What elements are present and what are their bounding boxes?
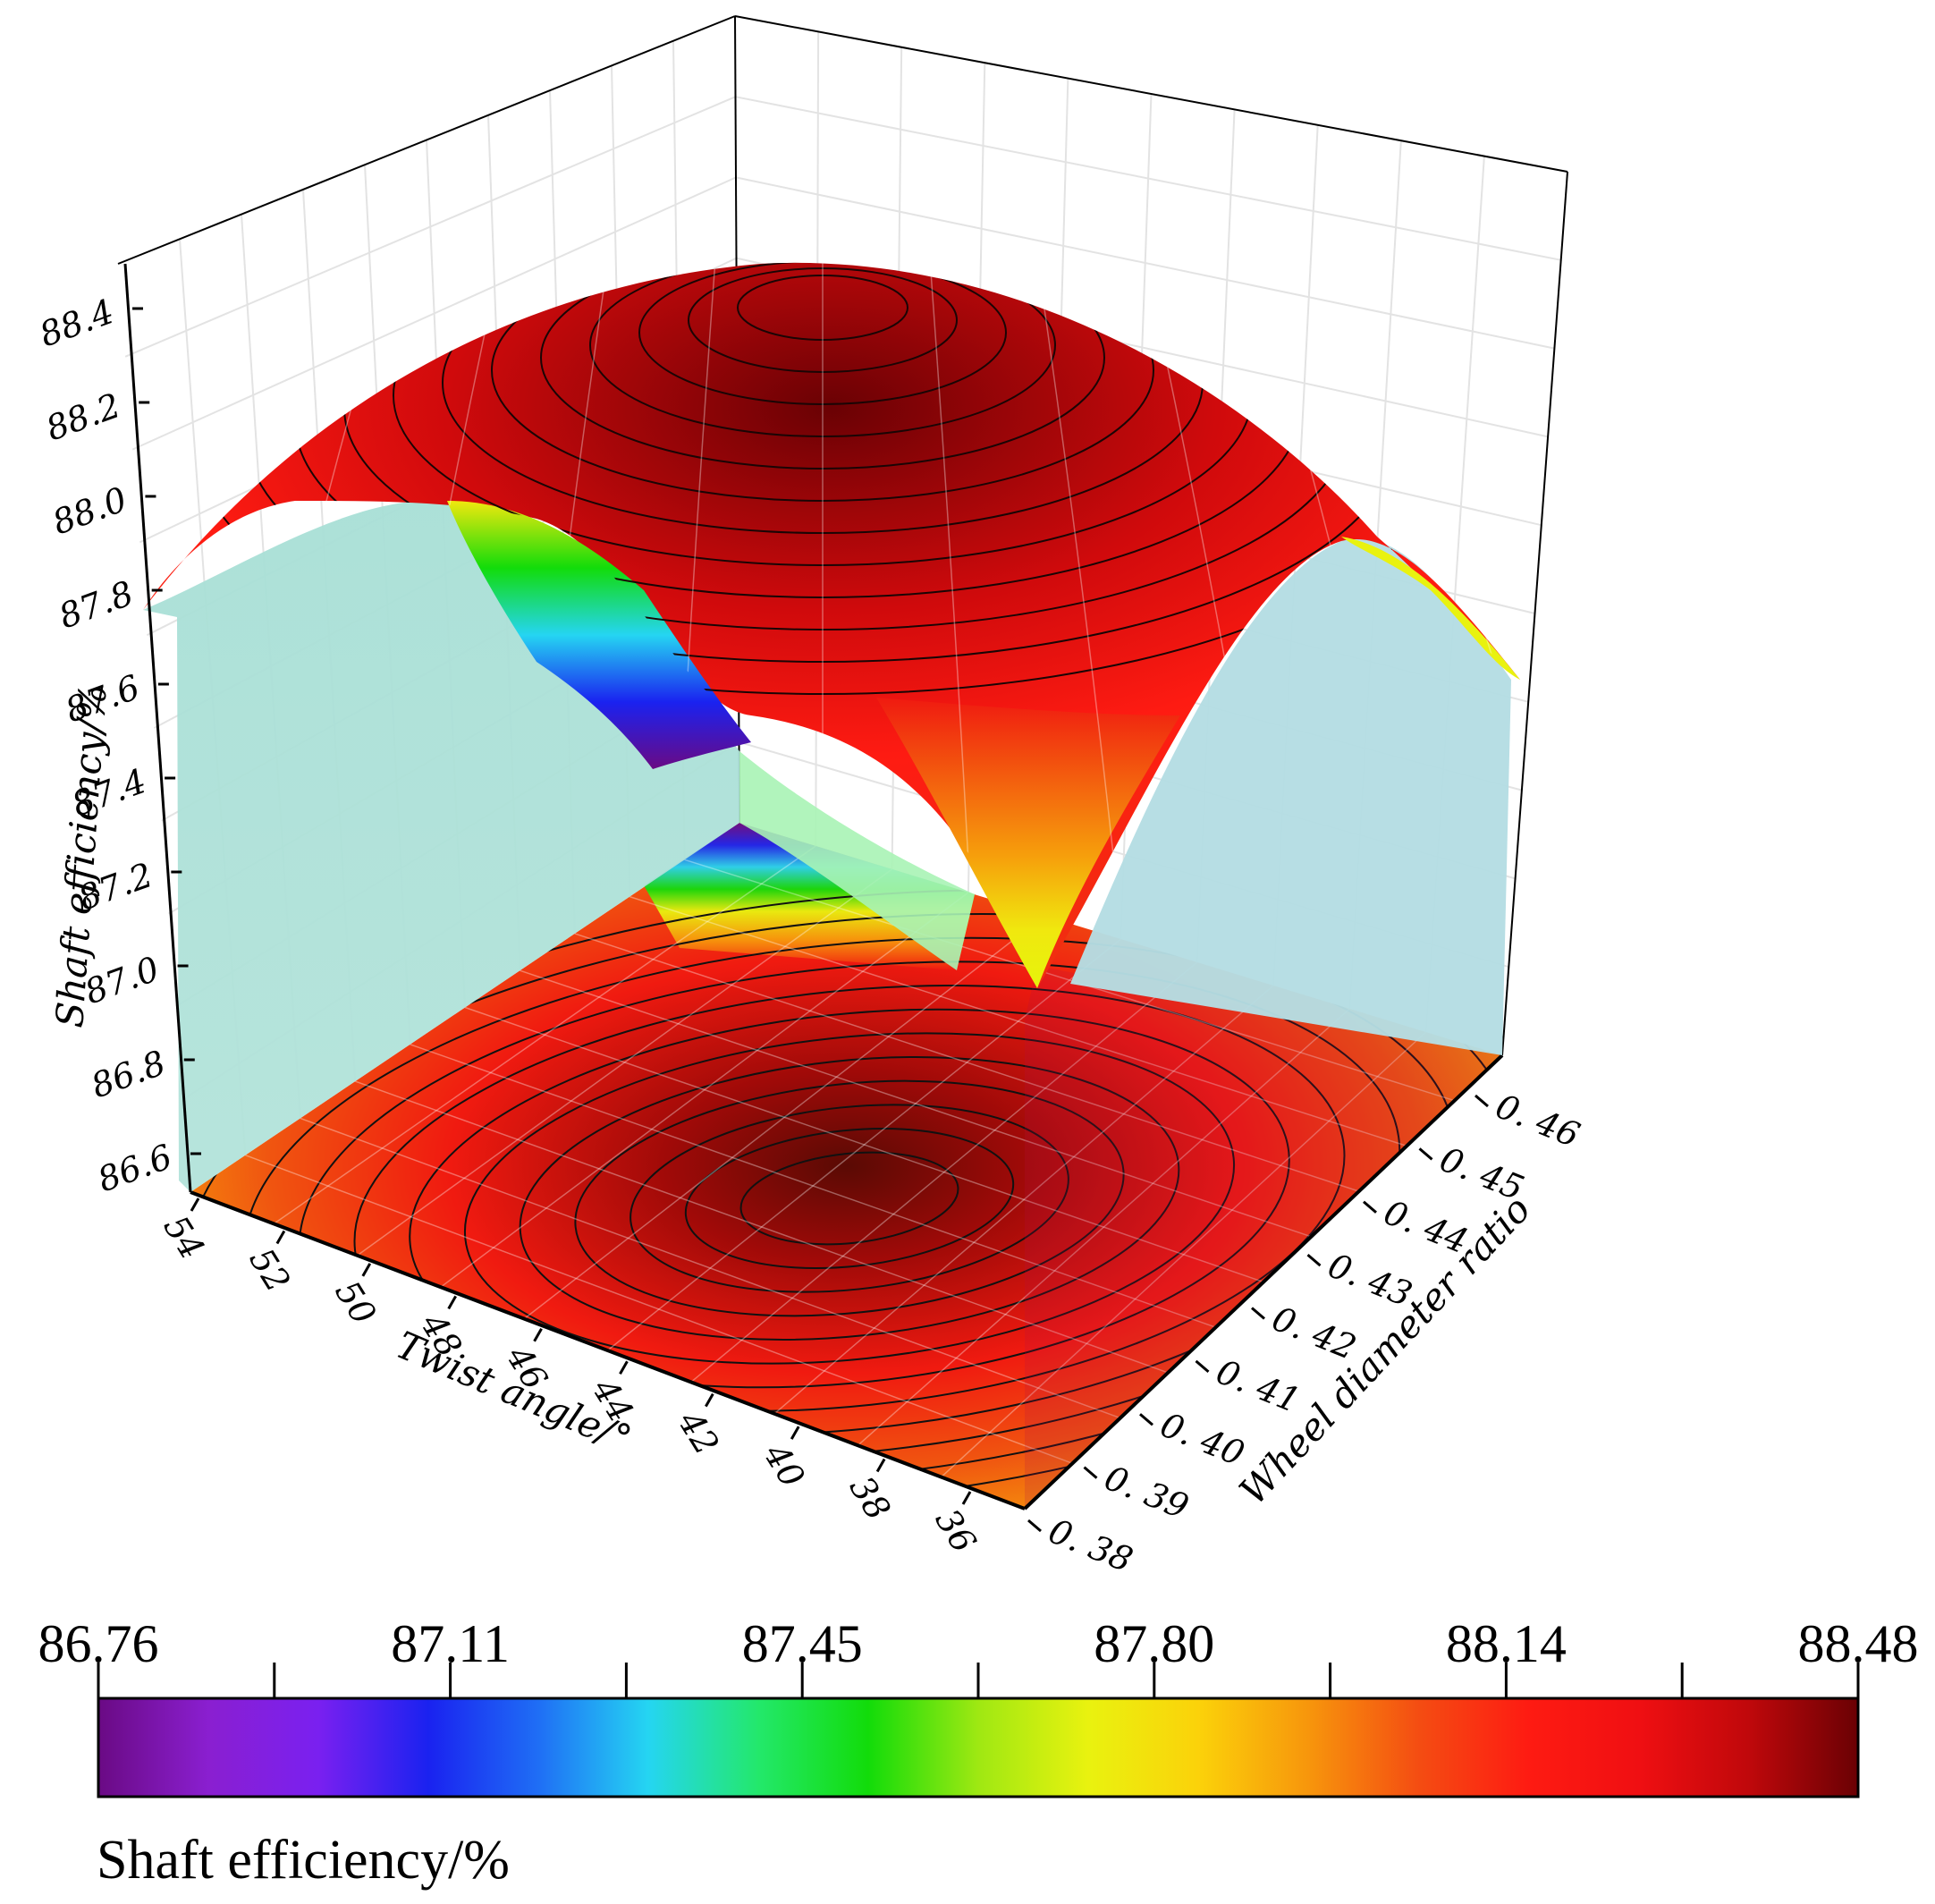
floor-gridline [607, 938, 1121, 1351]
surface-contour [737, 275, 908, 341]
floor-contour [463, 1032, 1236, 1365]
x-tick-label: 42 [670, 1403, 726, 1461]
z-tick-label: 88.4 [35, 292, 120, 354]
floor-front-edge-right [1023, 1054, 1504, 1511]
y-tick-mark [1251, 1307, 1265, 1320]
floor-gridline [773, 985, 1274, 1415]
y-tick-mark [1306, 1253, 1322, 1267]
floor-contour [409, 1008, 1290, 1389]
colorbar-tick-label: 87.11 [391, 1614, 510, 1673]
x-tick-mark [790, 1426, 800, 1440]
x-tick-mark [619, 1360, 629, 1375]
x-tick-label: 54 [156, 1208, 212, 1265]
surface-contour [638, 262, 1007, 405]
surface-contour [589, 262, 1056, 437]
y-tick-mark [1083, 1466, 1098, 1479]
x-tick-mark [875, 1458, 886, 1473]
x-tick-mark [961, 1491, 972, 1505]
colorbar-tick-label: 86.76 [38, 1614, 159, 1673]
y-tick-mark [1195, 1359, 1210, 1374]
floor-low-band [644, 823, 975, 970]
floor-gridlines [245, 845, 1455, 1478]
box-edge-top-left [117, 15, 736, 265]
y-tick-label: 0. 38 [1044, 1511, 1138, 1580]
z-tick-label: 88.2 [41, 385, 126, 448]
floor-tint-right [1025, 966, 1502, 1509]
x-tick-label: 38 [841, 1469, 898, 1527]
floor-gridline [857, 1008, 1350, 1446]
surface-back-trough [447, 501, 751, 769]
z-tick-label: 88.0 [47, 479, 132, 542]
z-tick-label: 87.8 [54, 573, 139, 636]
floor-contour [739, 1151, 959, 1246]
surface-contour [688, 267, 958, 373]
colorbar-tick-label: 88.14 [1446, 1614, 1567, 1673]
floor-gridline [357, 868, 893, 1257]
x-tick-label: 52 [241, 1241, 298, 1299]
floor-contour-projection [190, 823, 1504, 1511]
floor-gridline [464, 1006, 1264, 1283]
floor-gridline [520, 969, 1312, 1238]
box-edge-top-right [734, 15, 1568, 173]
floor-gridline [690, 961, 1198, 1383]
colorbar-tick-label: 87.45 [742, 1614, 863, 1673]
y-tick-label: 0. 40 [1155, 1405, 1250, 1474]
floor-gridline [354, 1080, 1169, 1374]
floor-gridline [629, 895, 1407, 1147]
y-tick-label: 0. 46 [1491, 1087, 1585, 1155]
floor-gridline [684, 859, 1455, 1102]
floor-front-edge-left [190, 1190, 1026, 1511]
x-tick-label: 36 [927, 1502, 984, 1559]
surface-front-dip [876, 698, 1180, 988]
y-tick-mark [1474, 1094, 1489, 1108]
x-tick-label: 50 [327, 1274, 384, 1331]
y-tick-mark [1139, 1413, 1153, 1426]
x-tick-mark [705, 1392, 714, 1408]
floor-contour [630, 1104, 1069, 1293]
floor-contour [519, 1056, 1180, 1341]
floor-contour [684, 1128, 1015, 1269]
floor-gridline [300, 1117, 1121, 1419]
colorbar: 86.76 87.11 87.45 87.80 88.14 88.48 Shaft eff… [38, 1614, 1919, 1891]
y-tick-mark [1027, 1519, 1042, 1533]
floor-gridline [941, 1031, 1427, 1478]
surface-contour [540, 262, 1105, 470]
z-tick-label: 86.6 [93, 1137, 178, 1199]
colorbar-tick-label: 88.48 [1798, 1614, 1919, 1673]
x-tick-mark [533, 1328, 543, 1342]
colorbar-tick-label: 87.80 [1094, 1614, 1214, 1673]
floor-gridline [410, 1044, 1216, 1328]
floor-contour [574, 1079, 1125, 1317]
back-section-tint [739, 751, 975, 970]
x-tick-mark [275, 1230, 286, 1245]
colorbar-strip [97, 1697, 1860, 1798]
z-axis-line [123, 263, 192, 1193]
y-tick-mark [1363, 1200, 1377, 1214]
box-edge-right-vertical [1501, 171, 1568, 1056]
x-tick-mark [190, 1197, 200, 1212]
x-tick-label: 40 [756, 1436, 812, 1494]
x-tick-mark [447, 1295, 457, 1310]
floor-gridline [273, 845, 816, 1225]
x-tick-mark [361, 1263, 372, 1277]
colorbar-title: Shaft efficiency/% [97, 1830, 510, 1891]
y-tick-mark [1418, 1147, 1433, 1161]
surface-right-edge [1341, 537, 1520, 680]
floor-gridline [440, 892, 969, 1288]
right-section-wall [1070, 537, 1511, 1055]
floor-gridline [245, 1154, 1073, 1465]
surface-contour [491, 262, 1154, 502]
floor-gridline [574, 933, 1360, 1192]
floor-gridline [523, 915, 1045, 1320]
colorbar-ticks: 86.76 87.11 87.45 87.80 88.14 88.48 [38, 1614, 1919, 1698]
y-tick-label: 0. 39 [1099, 1458, 1194, 1527]
y-tick-label: 0. 41 [1211, 1351, 1305, 1420]
z-tick-label: 86.8 [86, 1043, 171, 1105]
surface-main [143, 262, 1520, 988]
floor-contour [353, 985, 1346, 1412]
